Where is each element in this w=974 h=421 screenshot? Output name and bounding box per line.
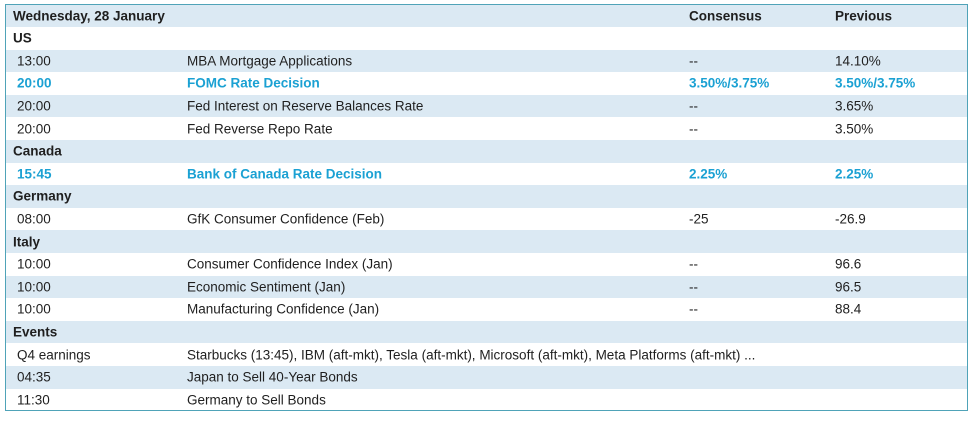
time: 20:00 — [17, 75, 52, 91]
time: 10:00 — [17, 256, 51, 272]
consensus: -- — [689, 279, 698, 295]
calendar-table: Wednesday, 28 January Consensus Previous US… — [5, 4, 968, 411]
event-row: 15:45 Bank of Canada Rate Decision 2.25% 2.… — [6, 163, 967, 186]
event: Economic Sentiment (Jan) — [187, 279, 346, 295]
previous: 88.4 — [835, 301, 862, 317]
event: Starbucks (13:45), IBM (aft-mkt), Tesla … — [187, 347, 756, 363]
event: Germany to Sell Bonds — [187, 392, 326, 408]
event-row: 13:00 MBA Mortgage Applications -- 14.10% — [6, 49, 967, 73]
event: MBA Mortgage Applications — [187, 53, 353, 69]
section-name: Italy — [13, 234, 41, 250]
event-row: 08:00 GfK Consumer Confidence (Feb) -25 -26… — [6, 208, 967, 231]
previous: 96.5 — [835, 279, 862, 295]
section-row: Italy — [6, 230, 967, 253]
previous: 96.6 — [835, 256, 862, 272]
header-row: Wednesday, 28 January Consensus Previous — [6, 5, 967, 27]
time: 10:00 — [17, 279, 51, 295]
event-row: 10:00 Manufacturing Confidence (Jan) -- 88.… — [6, 298, 967, 321]
event-row: 04:35 Japan to Sell 40-Year Bonds — [6, 366, 967, 389]
time: 13:00 — [17, 53, 51, 69]
event-row: Q4 earnings Starbucks (13:45), IBM (aft-m… — [6, 343, 967, 366]
event-row: 20:00 Fed Reverse Repo Rate -- 3.50% — [6, 117, 967, 140]
section-row: Germany — [6, 185, 967, 208]
previous: 2.25% — [835, 166, 874, 182]
event: Japan to Sell 40-Year Bonds — [187, 369, 358, 385]
time: 11:30 — [17, 392, 50, 408]
event-row: 10:00 Consumer Confidence Index (Jan) -- 96… — [6, 253, 967, 276]
time: 20:00 — [17, 98, 51, 114]
section-name: Events — [13, 324, 58, 340]
section-name: Canada — [13, 143, 62, 159]
time: 04:35 — [17, 369, 51, 385]
consensus: 2.25% — [689, 166, 728, 182]
consensus: -- — [689, 256, 698, 272]
previous: -26.9 — [835, 211, 866, 227]
event: Consumer Confidence Index (Jan) — [187, 256, 393, 272]
event-row: 20:00 FOMC Rate Decision 3.50%/3.75% 3.50%/… — [6, 72, 967, 95]
consensus: -- — [689, 98, 698, 114]
section-name: Germany — [13, 188, 72, 204]
event-row: 11:30 Germany to Sell Bonds — [6, 389, 967, 412]
event: GfK Consumer Confidence (Feb) — [187, 211, 385, 227]
previous: 3.50%/3.75% — [835, 75, 916, 91]
time: 08:00 — [17, 211, 51, 227]
event: Fed Reverse Repo Rate — [187, 121, 333, 137]
consensus: 3.50%/3.75% — [689, 75, 770, 91]
previous: 3.50% — [835, 121, 874, 137]
section-row: US — [6, 27, 967, 50]
time: 20:00 — [17, 121, 51, 137]
event: Bank of Canada Rate Decision — [187, 166, 383, 182]
event: Fed Interest on Reserve Balances Rate — [187, 98, 424, 114]
consensus: -- — [689, 53, 698, 69]
event-row: 20:00 Fed Interest on Reserve Balances Ra… — [6, 94, 967, 118]
previous: 14.10% — [835, 53, 881, 69]
date: Wednesday, 28 January — [13, 8, 165, 24]
consensus: -- — [689, 121, 698, 137]
time: 15:45 — [17, 166, 52, 182]
consensus: -- — [689, 301, 698, 317]
section-name: US — [13, 30, 32, 46]
event: FOMC Rate Decision — [187, 75, 320, 91]
section-row: Canada — [6, 140, 967, 163]
time: 10:00 — [17, 301, 51, 317]
consensus: -25 — [689, 211, 709, 227]
previous-header: Previous — [835, 8, 893, 24]
previous: 3.65% — [835, 98, 874, 114]
event-row: 10:00 Economic Sentiment (Jan) -- 96.5 — [6, 275, 967, 299]
consensus-header: Consensus — [689, 8, 762, 24]
section-row: Events — [6, 320, 967, 344]
time: Q4 earnings — [17, 347, 91, 363]
event: Manufacturing Confidence (Jan) — [187, 301, 380, 317]
